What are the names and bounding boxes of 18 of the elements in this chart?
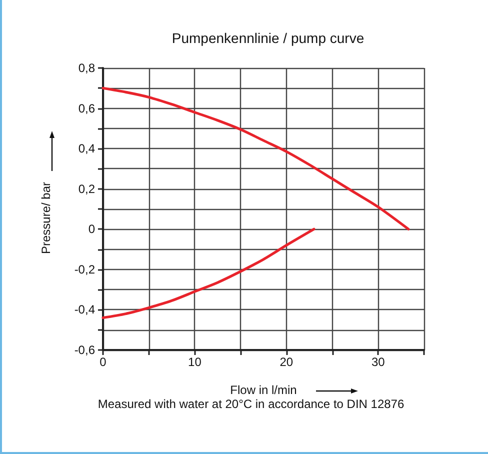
line-series <box>102 86 410 230</box>
line-series <box>102 228 316 320</box>
chart-title: Pumpenkennlinie / pump curve <box>172 30 364 46</box>
y-tick-label: 0,2 <box>78 182 96 196</box>
x-tick-label: 20 <box>280 355 294 369</box>
y-tick-label: -0,2 <box>74 262 96 276</box>
y-tick-label: 0,4 <box>78 142 96 156</box>
x-tick-label: 0 <box>100 355 107 369</box>
x-axis-title: Flow in l/min <box>230 383 297 397</box>
text: Measured with water at 20°C in accordance to DIN 12876 <box>98 397 404 411</box>
y-tick-label: -0,4 <box>74 302 96 317</box>
y-axis-title: Pressure/ bar <box>39 182 53 254</box>
x-tick-label: 30 <box>371 355 386 369</box>
x-tick-label: 10 <box>188 355 202 369</box>
y-tick-label: 0,8 <box>78 61 96 75</box>
y-tick-label: -0,6 <box>74 343 96 357</box>
y-tick-label: 0,6 <box>78 101 96 116</box>
y-tick-label: 0 <box>88 222 96 236</box>
